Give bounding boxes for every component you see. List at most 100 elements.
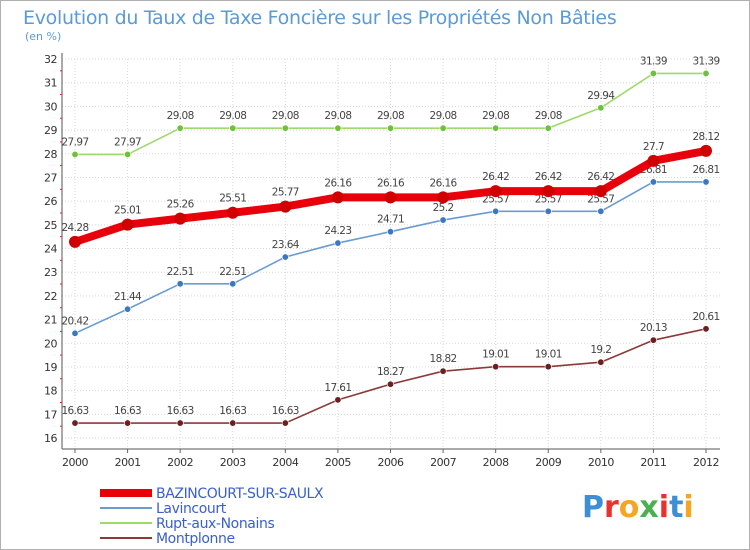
data-label: 24.23 — [324, 225, 351, 237]
data-label: 16.63 — [219, 405, 246, 417]
axes: 16 17 18 19 20 21 22 23 24 25 26 27 28 29 30 31 32 2000 20… — [44, 53, 720, 469]
data-point — [334, 239, 342, 247]
x-tick-label: 2007 — [430, 456, 456, 469]
data-label: 25.57 — [587, 193, 614, 205]
data-point — [174, 212, 187, 225]
data-label: 18.82 — [430, 353, 457, 365]
data-label: 19.01 — [482, 349, 509, 361]
y-tick-label: 25 — [44, 219, 57, 232]
data-point — [439, 367, 447, 375]
data-label: 29.08 — [482, 110, 509, 122]
y-tick-label: 28 — [44, 148, 57, 161]
data-point — [229, 419, 237, 427]
data-point — [281, 419, 289, 427]
y-tick-label: 19 — [44, 361, 57, 374]
data-point — [71, 150, 79, 158]
y-tick-label: 16 — [44, 432, 57, 445]
data-label: 29.08 — [272, 110, 299, 122]
data-point — [492, 207, 500, 215]
data-point — [437, 191, 450, 204]
data-label: 25.01 — [114, 205, 141, 217]
data-label: 16.63 — [167, 405, 194, 417]
legend-label: Montplonne — [156, 531, 235, 547]
x-tick-label: 2011 — [640, 456, 666, 469]
data-point — [229, 280, 237, 288]
x-tick-label: 2008 — [483, 456, 509, 469]
data-label: 25.57 — [535, 193, 562, 205]
data-label: 26.16 — [377, 177, 405, 189]
data-label: 17.61 — [324, 382, 351, 394]
data-label: 20.13 — [640, 322, 667, 334]
data-point — [544, 363, 552, 371]
y-tick-label: 17 — [44, 408, 57, 421]
data-point — [544, 207, 552, 215]
data-label: 19.01 — [535, 349, 562, 361]
x-tick-label: 2004 — [272, 456, 298, 469]
y-tick-label: 32 — [44, 53, 57, 66]
data-label: 27.97 — [114, 136, 141, 148]
legend: BAZINCOURT-SUR-SAULXLavincourtRupt-aux-N… — [100, 486, 324, 547]
chart-subtitle: (en %) — [25, 30, 61, 43]
x-tick-label: 2009 — [535, 456, 561, 469]
data-label: 18.27 — [377, 366, 404, 378]
data-label: 26.81 — [692, 164, 719, 176]
data-point — [700, 144, 712, 157]
data-point — [597, 358, 605, 366]
data-label: 25.57 — [482, 193, 509, 205]
data-label: 29.08 — [430, 110, 457, 122]
data-label: 20.42 — [61, 315, 88, 327]
data-point — [124, 305, 132, 313]
data-label: 26.16 — [430, 177, 458, 189]
proxiti-logo: Proxiti — [582, 490, 694, 525]
data-point — [279, 200, 292, 213]
data-label: 26.16 — [324, 177, 352, 189]
legend-label: Lavincourt — [156, 501, 227, 517]
data-point — [649, 69, 657, 77]
x-tick-label: 2006 — [378, 456, 404, 469]
data-label: 25.77 — [272, 187, 299, 199]
data-point — [229, 124, 237, 132]
data-label: 29.94 — [587, 90, 615, 102]
data-label: 24.71 — [377, 214, 404, 226]
chart-title: Evolution du Taux de Taxe Foncière sur l… — [23, 7, 616, 29]
data-label: 28.12 — [692, 131, 719, 143]
series-3: 16.63 16.63 16.63 16.63 16.63 17.61 18.27 18.82… — [61, 311, 720, 427]
data-point — [439, 216, 447, 224]
data-label: 29.08 — [219, 110, 246, 122]
data-label: 21.44 — [114, 291, 142, 303]
data-label: 22.51 — [219, 266, 246, 278]
data-point — [176, 419, 184, 427]
data-point — [544, 124, 552, 132]
data-point — [226, 206, 239, 219]
data-point — [649, 336, 657, 344]
data-label: 16.63 — [114, 405, 141, 417]
data-point — [334, 124, 342, 132]
data-point — [492, 363, 500, 371]
series-0: 24.28 25.01 25.26 25.51 25.77 26.16 26.16 26.16… — [61, 131, 720, 248]
data-point — [386, 228, 394, 236]
data-point — [647, 154, 660, 167]
y-tick-label: 24 — [44, 243, 57, 256]
data-label: 26.42 — [482, 171, 509, 183]
data-point — [702, 178, 710, 186]
data-point — [489, 185, 502, 198]
data-label: 29.08 — [377, 110, 404, 122]
data-label: 29.08 — [167, 110, 194, 122]
data-point — [439, 124, 447, 132]
x-tick-label: 2012 — [693, 456, 719, 469]
data-point — [334, 396, 342, 404]
data-label: 26.42 — [587, 171, 614, 183]
data-point — [176, 280, 184, 288]
data-label: 23.64 — [272, 239, 300, 251]
y-tick-label: 20 — [44, 337, 57, 350]
y-tick-label: 23 — [44, 266, 57, 279]
x-tick-label: 2003 — [220, 456, 246, 469]
y-tick-label: 22 — [44, 290, 57, 303]
y-tick-label: 18 — [44, 385, 57, 398]
logo-text: Proxiti — [582, 490, 694, 525]
data-point — [281, 124, 289, 132]
data-point — [71, 419, 79, 427]
x-tick-label: 2002 — [167, 456, 193, 469]
series-1: 20.42 21.44 22.51 22.51 23.64 24.23 24.71 25.2 2… — [61, 164, 720, 337]
